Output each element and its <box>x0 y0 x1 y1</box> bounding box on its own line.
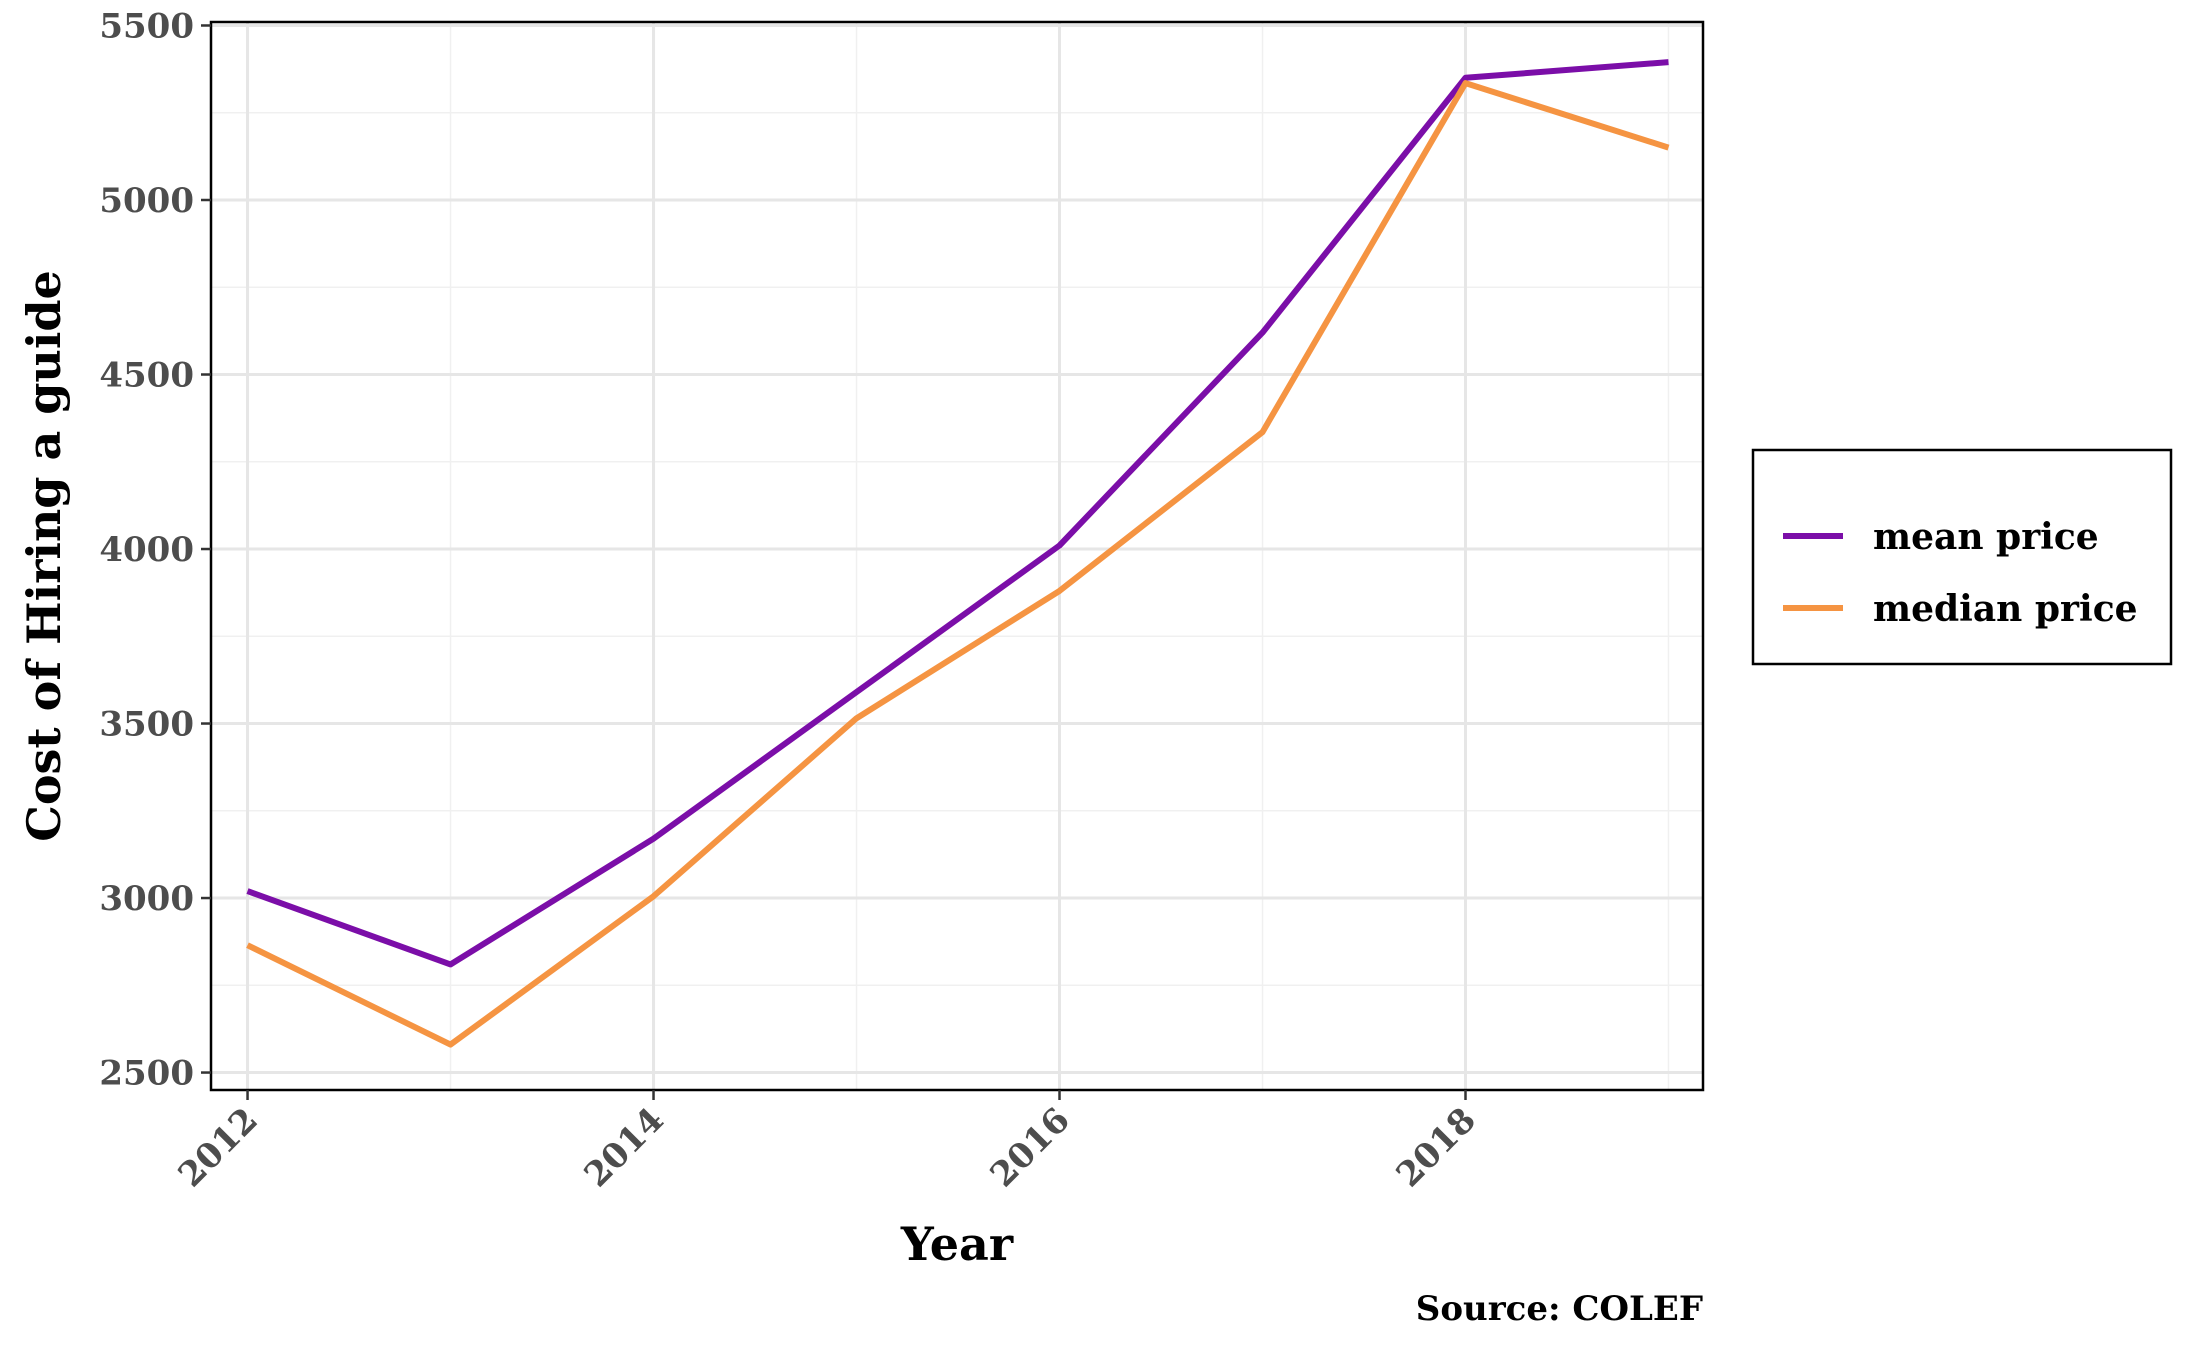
legend-label-median-price: median price <box>1873 588 2138 630</box>
y-tick-label: 5500 <box>99 6 194 46</box>
tick-labels: 2500 3000 3500 4000 4500 5000 5500 2012 2014 2016… <box>99 6 1484 1195</box>
legend-label-mean-price: mean price <box>1873 516 2099 558</box>
series-lines <box>246 59 1670 1048</box>
y-axis-title: Cost of Hiring a guide <box>17 270 71 842</box>
series-line-mean-price <box>246 59 1669 968</box>
y-tick-label: 3500 <box>99 705 194 745</box>
x-axis-title: Year <box>900 1217 1014 1271</box>
source-caption: Source: COLEF <box>1416 1289 1703 1329</box>
x-tick-label: 2018 <box>1389 1100 1484 1195</box>
y-tick-label: 4500 <box>99 356 194 396</box>
y-tick-label: 5000 <box>99 181 194 221</box>
x-tick-label: 2014 <box>577 1100 672 1195</box>
legend: mean price median price <box>1751 448 2173 666</box>
series-line-median-price <box>246 80 1670 1048</box>
y-tick-label: 3000 <box>99 879 194 919</box>
axes <box>201 24 1467 1100</box>
y-tick-label: 2500 <box>99 1054 194 1094</box>
grid-lines <box>211 22 1703 1090</box>
legend-box <box>1751 448 2173 666</box>
y-tick-label: 4000 <box>99 530 194 570</box>
x-tick-label: 2016 <box>983 1100 1078 1195</box>
plot-panel-border <box>209 20 1705 1092</box>
x-tick-label: 2012 <box>171 1100 266 1195</box>
